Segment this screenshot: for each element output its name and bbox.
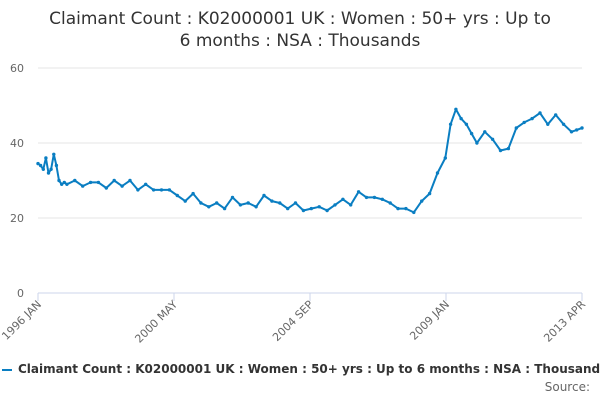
data-point bbox=[238, 203, 243, 207]
data-point bbox=[372, 195, 377, 200]
data-point bbox=[341, 197, 345, 201]
data-point bbox=[580, 126, 584, 130]
data-point bbox=[270, 199, 274, 203]
data-point bbox=[246, 201, 250, 205]
data-point bbox=[254, 205, 258, 209]
data-point bbox=[459, 116, 463, 121]
data-point bbox=[483, 130, 487, 134]
data-point bbox=[469, 131, 474, 136]
data-point bbox=[546, 122, 550, 127]
x-tick-label: 2004 SEP bbox=[270, 298, 316, 344]
y-tick-label: 0 bbox=[17, 287, 24, 300]
data-point bbox=[325, 208, 329, 213]
data-point bbox=[569, 130, 574, 134]
chart-title-line-2: 6 months : NSA : Thousands bbox=[179, 31, 421, 51]
legend-swatch bbox=[2, 368, 12, 371]
data-point bbox=[36, 161, 40, 166]
chart-title-line-1: Claimant Count : K02000001 UK : Women : … bbox=[49, 9, 551, 29]
data-point bbox=[522, 120, 526, 125]
legend[interactable]: Claimant Count : K02000001 UK : Women : … bbox=[0, 362, 600, 380]
data-point bbox=[41, 167, 45, 171]
data-point bbox=[120, 184, 124, 188]
data-point bbox=[136, 188, 140, 192]
data-point bbox=[46, 171, 51, 175]
data-point bbox=[278, 201, 282, 205]
data-point bbox=[159, 188, 164, 192]
data-point bbox=[498, 148, 503, 153]
data-point bbox=[514, 126, 518, 130]
data-point bbox=[301, 208, 306, 213]
data-point bbox=[293, 201, 298, 205]
data-point bbox=[475, 141, 479, 145]
data-point bbox=[96, 180, 101, 185]
data-point bbox=[561, 122, 566, 127]
data-point bbox=[262, 193, 266, 198]
data-point bbox=[52, 152, 56, 156]
data-point bbox=[356, 190, 361, 194]
x-tick-label: 1996 JAN bbox=[0, 298, 44, 343]
data-point bbox=[435, 171, 440, 175]
data-point bbox=[57, 178, 61, 183]
data-point bbox=[151, 188, 156, 192]
data-point bbox=[128, 178, 132, 183]
data-point bbox=[104, 186, 109, 190]
y-tick-label: 60 bbox=[10, 62, 24, 75]
data-point bbox=[554, 113, 558, 117]
data-point bbox=[427, 191, 432, 196]
data-point bbox=[380, 197, 384, 201]
y-tick-label: 20 bbox=[10, 212, 24, 225]
series-line bbox=[37, 108, 583, 214]
data-point bbox=[412, 210, 416, 215]
x-tick-label: 2000 MAY bbox=[132, 298, 180, 346]
data-point bbox=[81, 184, 85, 188]
data-point bbox=[506, 146, 511, 151]
data-point bbox=[199, 201, 203, 205]
source-label: Source: bbox=[544, 380, 590, 394]
data-point bbox=[317, 205, 321, 209]
data-point bbox=[38, 163, 43, 168]
data-point bbox=[54, 163, 59, 168]
data-point bbox=[88, 180, 93, 185]
data-point bbox=[443, 156, 447, 160]
data-point bbox=[490, 137, 495, 141]
chart-title: Claimant Count : K02000001 UK : Women : … bbox=[0, 8, 600, 52]
data-point bbox=[112, 178, 116, 183]
line-chart: 0 20 40 60 1996 JAN 2000 MAY 2004 SEP 2009 JAN 2… bbox=[0, 62, 588, 346]
x-tick-label: 2009 JAN bbox=[407, 298, 452, 343]
data-point bbox=[575, 128, 579, 132]
data-point bbox=[62, 180, 66, 185]
data-point bbox=[538, 111, 542, 115]
data-point bbox=[286, 206, 290, 211]
data-point bbox=[396, 206, 400, 211]
data-point bbox=[175, 193, 179, 198]
data-point bbox=[207, 205, 211, 209]
data-point bbox=[333, 203, 337, 207]
data-point bbox=[530, 116, 534, 121]
data-point bbox=[448, 122, 453, 127]
data-point bbox=[60, 182, 64, 186]
data-point bbox=[222, 206, 227, 211]
legend-label: Claimant Count : K02000001 UK : Women : … bbox=[18, 362, 600, 376]
data-point bbox=[191, 191, 195, 196]
y-tick-label: 40 bbox=[10, 137, 24, 150]
data-point bbox=[464, 122, 469, 127]
data-point bbox=[454, 107, 458, 112]
data-point bbox=[144, 182, 148, 186]
data-point bbox=[309, 206, 313, 211]
data-point bbox=[215, 201, 219, 205]
data-point bbox=[349, 203, 353, 207]
data-point bbox=[183, 199, 187, 203]
x-tick-label: 2013 APR bbox=[541, 298, 588, 345]
data-point bbox=[44, 156, 48, 160]
data-point bbox=[420, 199, 424, 203]
data-point bbox=[73, 178, 77, 183]
data-point bbox=[404, 206, 408, 211]
data-point bbox=[167, 188, 172, 192]
data-point bbox=[65, 182, 69, 186]
data-point bbox=[388, 201, 392, 205]
data-point bbox=[230, 195, 235, 200]
data-point bbox=[49, 167, 53, 171]
data-point bbox=[364, 195, 369, 200]
